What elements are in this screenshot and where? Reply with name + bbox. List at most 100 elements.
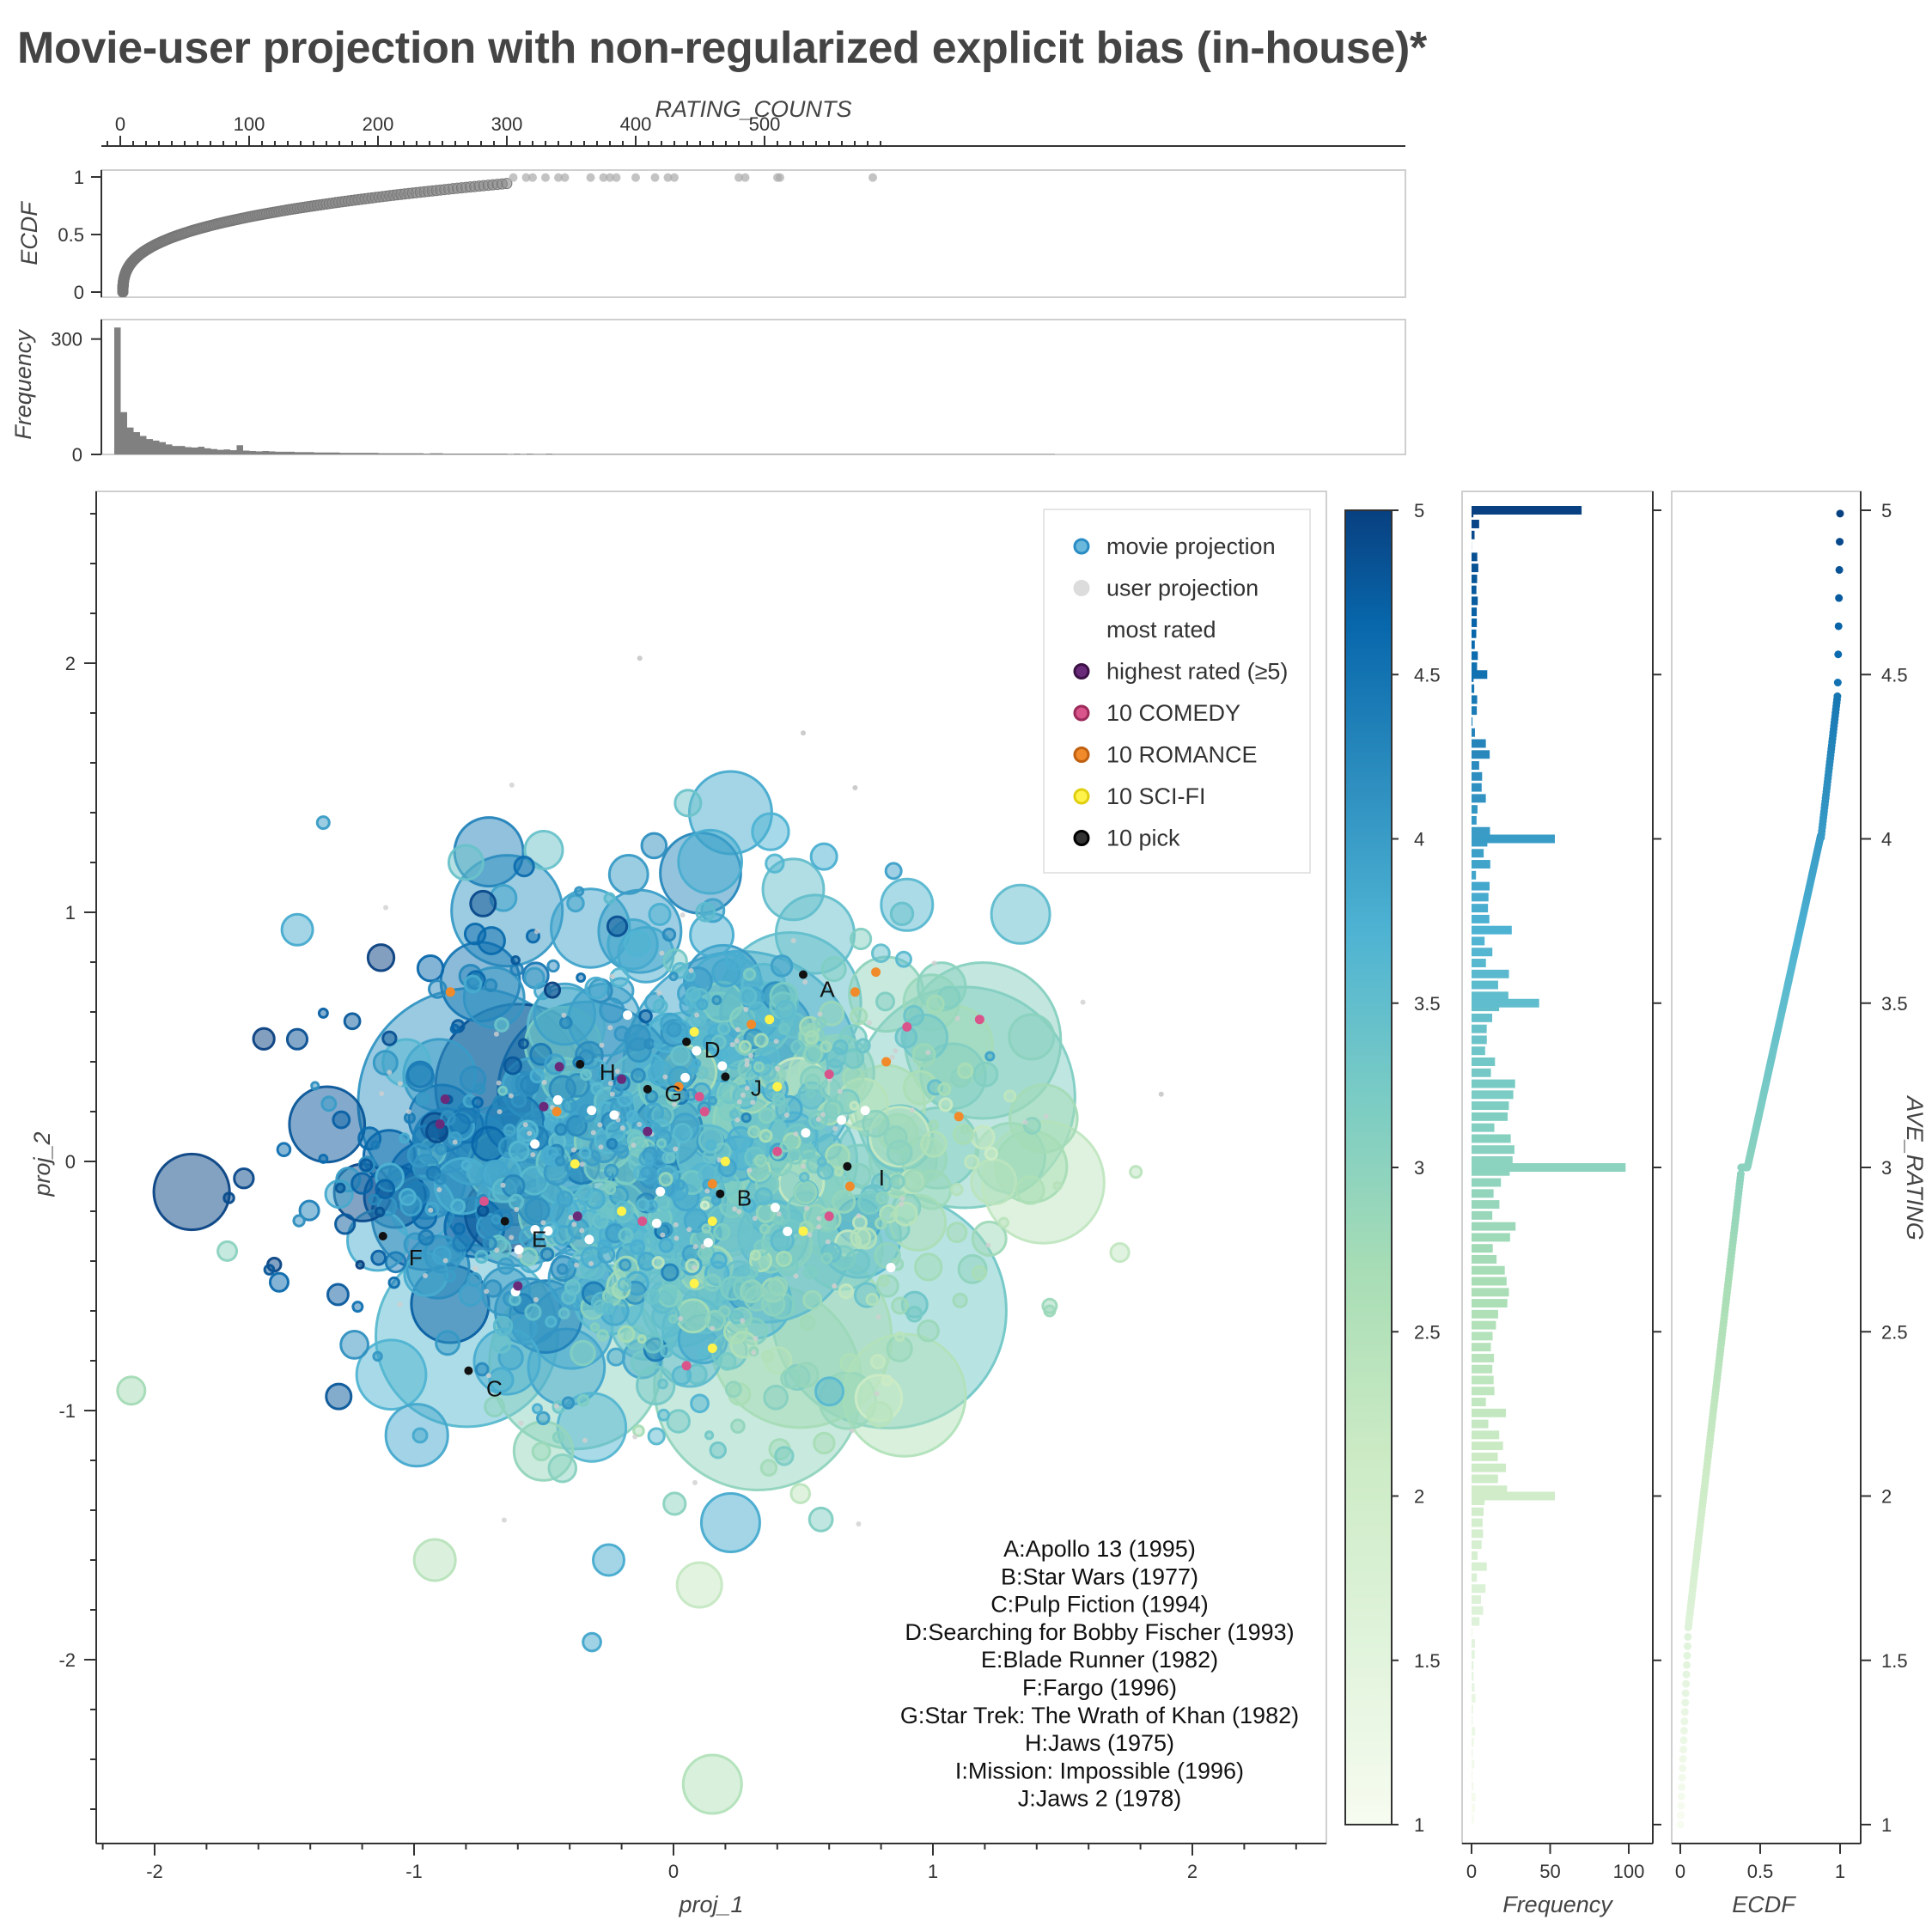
movie-bubble (718, 1082, 741, 1105)
legend-marker (1073, 663, 1090, 680)
movie-bubble (730, 1418, 746, 1434)
movie-bubble (602, 1302, 615, 1315)
ecdf-counts-ylabel: ECDF (16, 201, 42, 265)
movie-bubble (449, 1198, 466, 1215)
user-point (793, 1131, 799, 1137)
hist-rating-bar (1472, 1441, 1503, 1451)
most-rated-point (609, 1110, 619, 1120)
ecdf-rating-point (1833, 692, 1842, 700)
user-point (692, 1244, 698, 1250)
movie-bubble (685, 986, 701, 1003)
movie-bubble (884, 862, 903, 881)
movie-bubble (565, 1114, 588, 1137)
movie-bubble (566, 893, 585, 913)
hist-rating-bar (1472, 564, 1478, 573)
movie-bubble (775, 999, 796, 1021)
movie-bubble (597, 1239, 612, 1254)
movie-bubble (501, 1173, 526, 1198)
movie-bubble (960, 1124, 971, 1135)
movie-bubble (771, 1093, 786, 1107)
movie-bubble (697, 1348, 709, 1360)
pick-point (378, 1232, 387, 1240)
projection-xtick-label: 0 (668, 1861, 679, 1882)
movie-bubble (510, 955, 521, 966)
movie-bubble (911, 1043, 936, 1068)
user-point (899, 1201, 905, 1207)
user-point (637, 655, 643, 661)
user-point (659, 950, 665, 956)
hist-rating-bar (1472, 1595, 1481, 1604)
movie-bubble (412, 1538, 457, 1582)
movie-bubble (699, 1200, 710, 1210)
ecdf-counts-xtick-label: 200 (363, 113, 394, 135)
movie-bubble (709, 1441, 727, 1460)
movie-bubble (657, 1378, 668, 1390)
hist-counts-bar (333, 452, 340, 454)
hist-rating-xtick-label: 0 (1466, 1861, 1477, 1882)
movie-bubble (804, 1030, 820, 1045)
hist-rating-bar (1472, 1046, 1485, 1056)
movie-bubble (814, 1376, 845, 1407)
hist-rating-bar (1472, 1693, 1476, 1703)
hist-counts-bar (114, 327, 121, 454)
hist-counts-bar (185, 447, 192, 454)
user-point (533, 1296, 539, 1302)
hist-rating-bar (1472, 1375, 1494, 1385)
user-point (817, 1011, 823, 1017)
category-point (570, 1159, 580, 1169)
movie-bubble (662, 1491, 687, 1516)
movie-bubble (647, 1427, 666, 1446)
movie-bubble (453, 1222, 466, 1235)
user-point (497, 1109, 503, 1115)
movie-bubble (869, 1354, 886, 1370)
legend-marker (1073, 830, 1090, 846)
movie-bubble (605, 1121, 626, 1143)
movie-bubble (596, 1329, 609, 1342)
movie-bubble (657, 1195, 673, 1212)
movie-bubble (617, 1325, 636, 1344)
movie-bubble (673, 789, 703, 818)
user-point (397, 1081, 403, 1087)
hist-rating-bar (1472, 1233, 1510, 1242)
movie-bubble (747, 1124, 761, 1139)
user-point (500, 1182, 506, 1188)
category-point (707, 1216, 717, 1227)
hist-rating-bar (1472, 815, 1477, 825)
category-point (844, 1181, 855, 1192)
movie-bubble (524, 1303, 542, 1321)
ecdf-rating-point (1736, 1170, 1745, 1179)
movie-bubble (582, 1631, 602, 1653)
colorbar-tick-label: 3.5 (1414, 993, 1441, 1015)
hist-counts-bar (295, 452, 302, 454)
movie-bubble (375, 1179, 396, 1199)
user-point (874, 1391, 880, 1397)
user-point (527, 1131, 533, 1137)
hist-rating-bar (1472, 662, 1478, 672)
hist-rating-bar (1472, 1803, 1476, 1813)
most-rated-point (717, 1061, 728, 1071)
ecdf-rating-point (1678, 1783, 1686, 1791)
hist-rating-bar (1472, 849, 1484, 858)
movie-bubble (543, 1116, 558, 1131)
movie-bubble (417, 1228, 435, 1246)
movie-bubble (359, 1158, 374, 1173)
movie-bubble (780, 1368, 801, 1389)
movie-bubble (607, 853, 649, 895)
hist-rating-bar (1472, 1649, 1475, 1659)
hist-rating-bar (1472, 998, 1539, 1008)
movie-bubble (834, 1167, 844, 1177)
pick-title-list: A:Apollo 13 (1995)B:Star Wars (1977) C:Pu… (900, 1536, 1299, 1812)
movie-bubble (539, 1246, 555, 1262)
movie-bubble (508, 1193, 525, 1210)
movie-bubble (710, 1034, 727, 1051)
legend-label: user projection (1106, 576, 1259, 601)
movie-bubble (524, 1197, 551, 1223)
movie-bubble (460, 1159, 472, 1172)
movie-bubble (298, 1199, 320, 1222)
movie-bubble (552, 1430, 565, 1444)
user-point (804, 1205, 810, 1211)
movie-bubble (849, 1100, 860, 1111)
hist-rating-bar (1472, 1068, 1491, 1077)
hist-counts-bar (230, 450, 237, 454)
movie-bubble (643, 1038, 655, 1050)
